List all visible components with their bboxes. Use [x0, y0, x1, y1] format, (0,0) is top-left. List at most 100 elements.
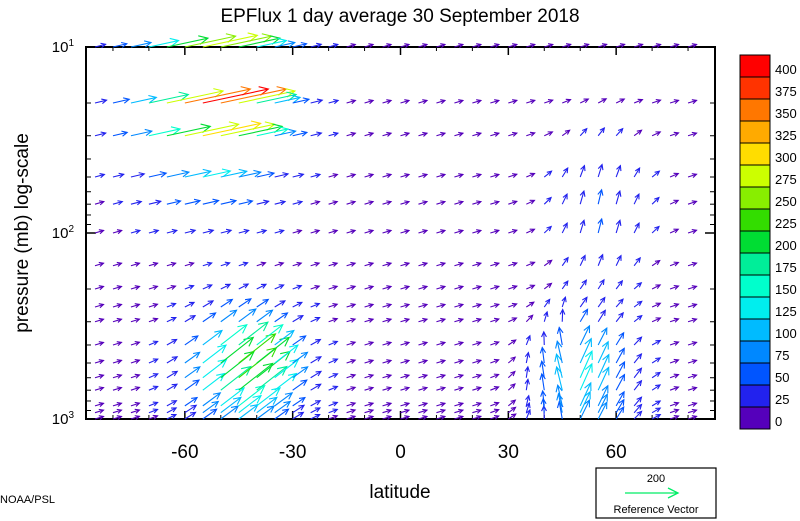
flux-vector-head [525, 401, 531, 409]
flux-vector [310, 229, 320, 234]
flux-vector [94, 409, 104, 414]
flux-vector [238, 125, 283, 137]
flux-vector [256, 366, 288, 391]
flux-vector-head [440, 173, 447, 179]
flux-vector [148, 358, 158, 364]
flux-vector [669, 261, 679, 267]
flux-vector [472, 359, 482, 364]
flux-vector-head [209, 312, 217, 319]
flux-vector-head [547, 131, 554, 137]
flux-vector-head [655, 302, 662, 308]
flux-vector-head [300, 379, 308, 387]
flux-vector [148, 415, 158, 420]
flux-vector-head [350, 317, 357, 323]
flux-vector [633, 282, 642, 290]
flux-vector [669, 409, 679, 414]
flux-vector-head [152, 373, 159, 378]
flux-vector-head [134, 359, 141, 364]
flux-vector-head [332, 173, 339, 179]
flux-vector-head [563, 167, 569, 174]
flux-vector-head [691, 303, 698, 309]
flux-vector [490, 415, 499, 420]
flux-vector-head [691, 261, 698, 267]
flux-vector [472, 43, 482, 48]
flux-vector [508, 317, 517, 323]
flux-vector-head [242, 261, 249, 267]
flux-vector-head [332, 261, 339, 267]
flux-vector-head [634, 222, 640, 229]
flux-vector-head [250, 120, 262, 130]
flux-vector [184, 262, 194, 267]
flux-vector-head [191, 335, 199, 342]
flux-vector-head [315, 370, 323, 377]
flux-vector-head [422, 173, 429, 179]
flux-vector [454, 262, 464, 267]
credit-label: NOAA/PSL [0, 494, 55, 506]
flux-vector-head [386, 408, 393, 414]
flux-vector [579, 190, 585, 205]
flux-vector [148, 340, 158, 346]
flux-vector-head [193, 366, 201, 374]
flux-vector-head [440, 303, 447, 309]
flux-vector [220, 324, 248, 346]
flux-vector [633, 99, 643, 104]
flux-vector-head [350, 386, 357, 392]
flux-vector-head [580, 164, 586, 172]
colorbar-label: 350 [775, 106, 797, 121]
flux-vector-head [253, 169, 262, 178]
flux-vector [454, 43, 464, 48]
flux-vector-head [494, 285, 501, 291]
flux-vector-head [524, 351, 531, 358]
flux-vector [669, 402, 679, 407]
flux-vector-head [225, 33, 237, 43]
flux-vector [687, 262, 697, 267]
flux-vector-head [458, 408, 465, 414]
flux-vector-head [350, 303, 357, 309]
flux-vector-head [98, 261, 105, 267]
flux-vector [256, 262, 266, 267]
flux-vector-head [350, 173, 357, 179]
flux-vector [346, 374, 356, 379]
flux-vector [364, 43, 374, 48]
flux-vector [400, 318, 410, 323]
flux-vector-head [98, 359, 105, 365]
flux-vector [633, 257, 641, 267]
flux-vector [220, 336, 254, 364]
y-tick-label: 101 [52, 38, 75, 56]
flux-vector-head [171, 400, 178, 406]
flux-vector-head [282, 172, 290, 178]
flux-vector [472, 402, 482, 407]
flux-vector-head [579, 219, 586, 226]
flux-vector [400, 387, 410, 391]
flux-vector [346, 285, 356, 290]
flux-vector-head [276, 365, 288, 376]
flux-vector-head [300, 351, 309, 359]
flux-vector-head [210, 408, 218, 416]
flux-vector-head [616, 164, 622, 172]
flux-vector-head [655, 43, 662, 49]
flux-vector-head [99, 173, 106, 179]
flux-vector-head [511, 229, 518, 234]
flux-vector [328, 318, 338, 323]
flux-vector-head [404, 229, 411, 235]
flux-vector [166, 200, 181, 205]
flux-vector [436, 201, 446, 205]
flux-vector-head [116, 229, 123, 235]
flux-vector-head [599, 296, 606, 303]
flux-vector-head [152, 285, 159, 291]
flux-vector-head [493, 358, 500, 364]
flux-vector [687, 318, 697, 323]
flux-vector [541, 347, 545, 364]
flux-vector-head [601, 98, 608, 103]
flux-vector-head [386, 229, 393, 235]
flux-vector-head [691, 200, 698, 206]
flux-vector [130, 96, 157, 104]
flux-vector [364, 303, 374, 308]
flux-vector [454, 409, 464, 414]
flux-vector [148, 172, 167, 178]
flux-vector [490, 409, 499, 414]
flux-vector [669, 132, 679, 137]
flux-vector-head [332, 317, 339, 323]
flux-vector-head [582, 308, 589, 316]
flux-vector [112, 131, 128, 137]
